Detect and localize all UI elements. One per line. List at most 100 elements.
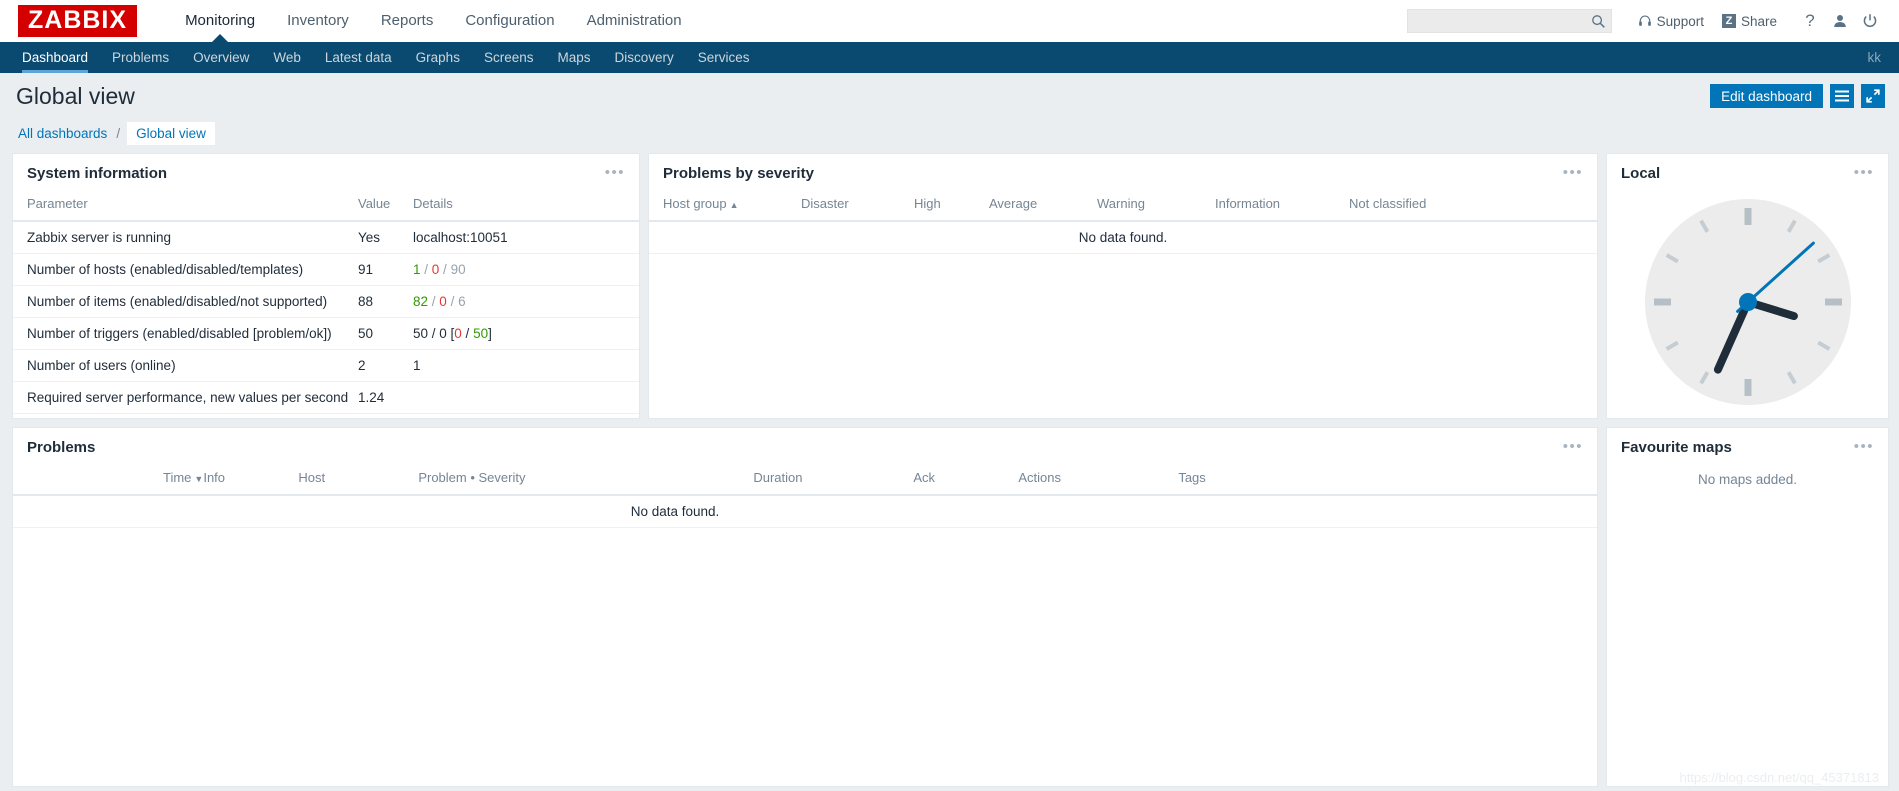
detail-part: 1 [413,262,421,277]
row-parameter: Number of items (enabled/disabled/not su… [13,285,358,318]
widget-menu-icon[interactable]: ••• [1562,164,1583,181]
zabbix-logo[interactable]: ZABBIX [18,5,138,37]
table-row: Zabbix server is running Yes localhost:1… [13,221,639,254]
power-icon [1863,14,1877,28]
subnav-item-services[interactable]: Services [697,50,750,65]
detail-part: / [439,262,451,277]
subnav-item-discovery[interactable]: Discovery [614,50,674,65]
column-disaster[interactable]: Disaster [801,192,914,222]
detail-part: / [446,294,459,309]
share-link[interactable]: Z Share [1721,13,1777,29]
row-details: 50 / 0 [0 / 50] [413,317,639,350]
user-profile-button[interactable] [1825,6,1855,36]
subnav-item-screens[interactable]: Screens [483,50,534,65]
logout-button[interactable] [1855,6,1885,36]
widget-header: Local ••• [1607,154,1888,192]
main-nav-monitoring[interactable]: Monitoring [169,0,271,42]
top-header: ZABBIX Monitoring Inventory Reports Conf… [0,0,1899,42]
row-details [413,381,639,414]
breadcrumb-current[interactable]: Global view [127,121,215,145]
column-host-group[interactable]: Host group ▲ [649,192,801,222]
title-row: Global view Edit dashboard [0,73,1899,119]
table-row: Number of users (online) 2 1 [13,349,639,382]
widget-menu-icon[interactable]: ••• [604,164,625,181]
search-input[interactable] [1407,10,1611,32]
detail-part: 0 [431,262,440,277]
column-ack[interactable]: Ack [913,466,1019,496]
table-row: Number of items (enabled/disabled/not su… [13,285,639,318]
minute-hand [1713,294,1754,374]
detail-part: 82 [413,294,429,309]
column-problem-severity[interactable]: Problem • Severity [418,466,754,496]
widget-menu-icon[interactable]: ••• [1562,438,1583,455]
detail-part: 6 [458,294,466,309]
support-link[interactable]: Support [1638,14,1704,29]
row-parameter: Number of hosts (enabled/disabled/templa… [13,253,358,286]
widget-header: Favourite maps ••• [1607,428,1888,466]
column-details: Details [413,192,639,222]
subnav-item-overview[interactable]: Overview [193,50,250,65]
column-not-classified[interactable]: Not classified [1349,192,1597,222]
column-duration[interactable]: Duration [753,466,914,496]
headset-icon [1638,15,1651,26]
widget-system-information: System information ••• Parameter Value D… [12,153,640,419]
share-label: Share [1740,13,1777,29]
widget-header: Problems ••• [13,428,1597,466]
widget-menu-icon[interactable]: ••• [1853,438,1874,455]
subnav-item-maps[interactable]: Maps [557,50,591,65]
main-nav-configuration[interactable]: Configuration [465,12,555,29]
column-value: Value [358,192,413,222]
column-average[interactable]: Average [989,192,1097,222]
search-box[interactable] [1406,9,1612,33]
column-parameter: Parameter [13,192,358,222]
row-parameter: Number of triggers (enabled/disabled [pr… [13,317,358,350]
main-nav-administration[interactable]: Administration [586,12,682,29]
empty-message: No data found. [13,495,1597,528]
subnav-item-web[interactable]: Web [273,50,301,65]
breadcrumb-all-dashboards[interactable]: All dashboards [18,125,108,141]
user-icon [1834,15,1846,27]
column-label: Host group [663,196,727,211]
analog-clock [1644,199,1851,405]
sort-desc-icon: ▼ [194,474,204,484]
help-icon: ? [1805,11,1815,30]
detail-part: / [420,262,432,277]
detail-part: 0 [454,326,462,341]
help-button[interactable]: ? [1795,6,1825,36]
column-host[interactable]: Host [298,466,419,496]
widget-menu-icon[interactable]: ••• [1853,164,1874,181]
widget-title: Problems by severity [663,164,814,182]
subnav-item-latest-data[interactable]: Latest data [324,50,392,65]
column-information[interactable]: Information [1215,192,1349,222]
column-high[interactable]: High [914,192,989,222]
column-actions[interactable]: Actions [1018,466,1179,496]
row-value: 88 [358,285,413,318]
widget-body: Parameter Value Details Zabbix server is… [13,192,639,418]
table-header-row: Parameter Value Details [13,192,639,222]
subnav-item-problems[interactable]: Problems [112,50,170,65]
fullscreen-button[interactable] [1861,84,1885,108]
subnav-item-dashboard[interactable]: Dashboard [10,42,100,73]
clock-center [1738,293,1757,311]
row-parameter: Zabbix server is running [13,221,358,254]
dashboard-menu-button[interactable] [1830,84,1854,108]
widget-header: Problems by severity ••• [649,154,1597,192]
zabbix-share-icon: Z [1721,14,1736,28]
empty-row: No data found. [649,221,1597,254]
column-tags[interactable]: Tags [1178,466,1597,496]
detail-part: / [461,326,474,341]
page-content: Global view Edit dashboard All dashboard… [0,73,1899,791]
column-time[interactable]: Time ▼ [13,466,204,496]
widget-body: Time ▼ Info Host Problem • Severity Durat… [13,466,1597,786]
subnav-item-graphs[interactable]: Graphs [415,50,460,65]
main-nav-inventory[interactable]: Inventory [287,12,349,29]
column-info[interactable]: Info [203,466,299,496]
widget-body: No maps added. [1607,466,1888,786]
main-nav-reports[interactable]: Reports [380,12,434,29]
row-parameter: Required server performance, new values … [13,381,358,414]
column-warning[interactable]: Warning [1097,192,1215,222]
edit-dashboard-button[interactable]: Edit dashboard [1710,84,1823,108]
row-parameter: Number of users (online) [13,349,358,382]
detail-part: 50 / 0 [ [413,326,455,341]
column-label: Time [163,470,192,485]
